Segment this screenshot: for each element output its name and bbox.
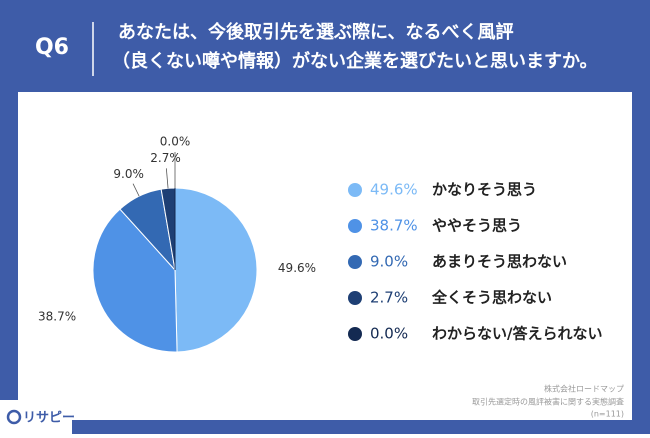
data-label: 2.7% — [150, 151, 181, 165]
legend-marker — [348, 219, 362, 233]
pie-slice — [174, 187, 258, 353]
title-line: （良くない噂や情報）がない企業を選びたいと思いますか。 — [112, 50, 598, 72]
legend-label: わからない/答えられない — [432, 325, 602, 343]
leader-line — [165, 168, 169, 189]
legend-marker — [348, 183, 362, 197]
legend-label: かなりそう思う — [432, 181, 537, 199]
source: 取引先選定時の風評被害に関する実態調査 — [472, 397, 624, 407]
source: (n=111) — [591, 410, 624, 419]
title-line: あなたは、今後取引先を選ぶ際に、なるべく風評 — [118, 21, 513, 43]
leader-line — [132, 183, 140, 197]
legend-label: ややそう思う — [432, 217, 522, 235]
legend-value: 38.7% — [370, 217, 418, 235]
pie-slice — [92, 208, 178, 353]
legend-value: 9.0% — [370, 253, 408, 271]
legend-value: 2.7% — [370, 289, 408, 307]
legend-value: 0.0% — [370, 325, 408, 343]
legend-label: あまりそう思わない — [432, 253, 567, 271]
legend-value: 49.6% — [370, 181, 418, 199]
brand-tab — [0, 400, 72, 434]
legend-marker — [348, 291, 362, 305]
data-label: 9.0% — [113, 167, 144, 181]
legend-marker — [348, 255, 362, 269]
data-label: 0.0% — [160, 135, 191, 149]
data-label: 49.6% — [278, 261, 316, 275]
brand: リサピー — [23, 411, 75, 426]
brand-icon — [6, 409, 22, 425]
legend-label: 全くそう思わない — [431, 289, 552, 307]
question-number: Q6 — [35, 35, 69, 60]
legend-marker — [348, 327, 362, 341]
source: 株式会社ロードマップ — [544, 384, 624, 394]
data-label: 38.7% — [38, 310, 76, 324]
